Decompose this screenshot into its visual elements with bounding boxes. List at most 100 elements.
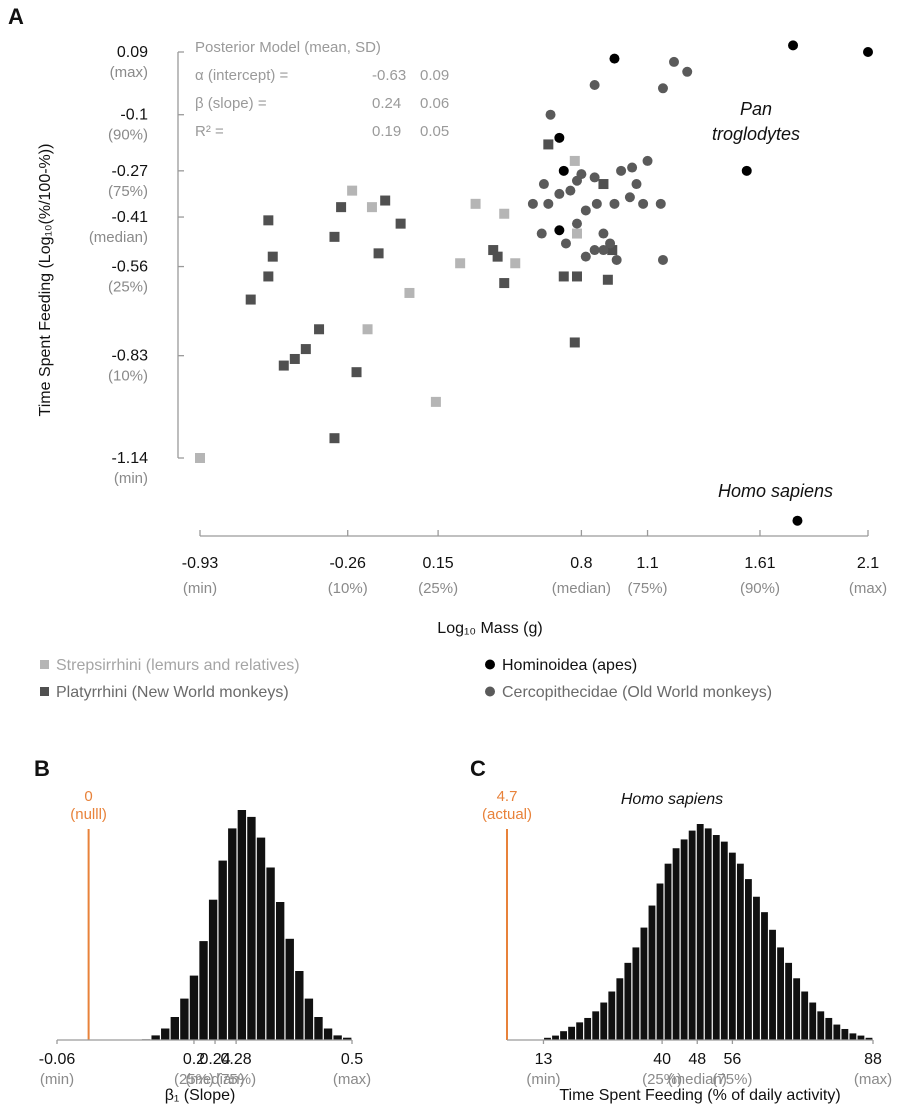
- c-histogram-bar: [704, 828, 712, 1040]
- c-histogram-bar: [736, 863, 744, 1040]
- b-histogram-bar: [256, 837, 266, 1040]
- point-platyrrhini: [351, 367, 362, 378]
- a-x-tick-label: -0.26: [329, 555, 366, 572]
- point-platyrrhini: [263, 215, 274, 226]
- point-cercopithecidae: [611, 254, 622, 265]
- point-platyrrhini: [289, 353, 300, 364]
- b-x-tick-sublabel: (median): [185, 1071, 244, 1088]
- c-histogram-bar: [753, 896, 760, 1040]
- a-y-tick-sublabel: (25%): [108, 279, 148, 296]
- posterior-stats: Posterior Model (mean, SD) α (intercept)…: [195, 39, 449, 140]
- point-cercopithecidae: [543, 198, 554, 209]
- point-cercopithecidae: [565, 185, 576, 196]
- point-cercopithecidae: [571, 218, 582, 229]
- point-cercopithecidae: [642, 155, 653, 166]
- c-x-tick-label: 56: [724, 1051, 742, 1068]
- c-x-tick-label: 88: [864, 1051, 882, 1068]
- point-cercopithecidae: [668, 56, 679, 67]
- point-strepsirrhini: [470, 198, 481, 209]
- point-platyrrhini: [569, 337, 580, 348]
- a-x-tick-label: 0.8: [570, 555, 592, 572]
- point-cercopithecidae: [589, 172, 600, 183]
- a-y-tick-sublabel: (90%): [108, 127, 148, 144]
- b-histogram-bar: [333, 1035, 342, 1040]
- c-histogram-bar: [833, 1024, 841, 1040]
- b-histogram-bar: [208, 899, 218, 1040]
- point-strepsirrhini: [510, 258, 521, 269]
- c-histogram-bar: [817, 1011, 825, 1040]
- point-cercopithecidae: [627, 162, 638, 173]
- b-x-tick-sublabel: (75%): [216, 1071, 256, 1088]
- c-histogram-bar: [560, 1031, 567, 1040]
- point-platyrrhini: [373, 248, 384, 259]
- b-x-tick-label: 0.2: [183, 1051, 205, 1068]
- c-x-tick-label: 40: [653, 1051, 671, 1068]
- point-strepsirrhini: [455, 258, 466, 269]
- c-histogram-bar: [672, 848, 680, 1040]
- legend-marker-strepsirrhini: [40, 660, 49, 669]
- c-x-tick-sublabel: (median): [668, 1071, 727, 1088]
- c-histogram-bar: [624, 962, 632, 1040]
- a-x-tick-sublabel: (25%): [418, 580, 458, 597]
- histogram-feeding-panel: Homo sapiens 4.7(actual) 13 (min) 40 (25%) 4…: [482, 788, 892, 1104]
- point-platyrrhini: [558, 271, 569, 282]
- b-histogram-bar: [237, 810, 247, 1040]
- c-histogram-bar: [720, 841, 728, 1040]
- a-x-tick-label: -0.93: [182, 555, 219, 572]
- b-histogram-bar: [343, 1037, 352, 1040]
- point-platyrrhini: [267, 251, 278, 262]
- b-x-tick-sublabel: (max): [333, 1071, 371, 1088]
- c-x-tick-sublabel: (25%): [642, 1071, 682, 1088]
- b-x-tick-sublabel: (min): [40, 1071, 74, 1088]
- c-histogram-bar: [825, 1017, 833, 1040]
- a-y-tick-label: -0.27: [112, 163, 149, 180]
- c-histogram-bar: [632, 947, 640, 1040]
- y-axis-title: Time Spent Feeding (Log₁₀(%/100-%)): [37, 144, 54, 417]
- a-y-tick-sublabel: (min): [114, 470, 148, 487]
- point-cercopithecidae: [545, 109, 556, 120]
- c-title: Homo sapiens: [621, 791, 723, 808]
- point-cercopithecidae: [580, 205, 591, 216]
- a-x-tick-label: 1.61: [744, 555, 775, 572]
- b-histogram-bar: [228, 828, 237, 1040]
- b-reference-label: 0: [84, 788, 92, 805]
- point-hominoidea: [788, 40, 799, 51]
- point-cercopithecidae: [591, 198, 602, 209]
- point-cercopithecidae: [657, 83, 668, 94]
- a-y-tick-sublabel: (max): [110, 64, 148, 81]
- point-hominoidea: [609, 53, 620, 64]
- c-histogram-bar: [584, 1017, 592, 1040]
- point-platyrrhini: [488, 245, 499, 256]
- legend-marker-cercopithecidae: [485, 686, 495, 697]
- c-histogram-bar: [841, 1028, 849, 1040]
- stats-mean-slope: 0.24: [372, 95, 401, 112]
- b-histogram-bar: [285, 938, 294, 1040]
- legend-label-strepsirrhini: Strepsirrhini (lemurs and relatives): [56, 657, 300, 674]
- c-reference-sublabel: (actual): [482, 806, 532, 823]
- point-platyrrhini: [543, 139, 554, 150]
- b-x-tick-label: 0.24: [199, 1051, 230, 1068]
- b-histogram-bar: [247, 816, 256, 1040]
- c-histogram-bar: [688, 830, 696, 1040]
- histogram-slope-panel: 0(nulll) -0.06 (min) 0.2 (25%) 0.24 (median) 0…: [39, 788, 371, 1104]
- legend-label-platyrrhini: Platyrrhini (New World monkeys): [56, 684, 289, 701]
- b-histogram-bar: [295, 971, 304, 1040]
- c-x-tick-label: 13: [535, 1051, 553, 1068]
- c-histogram-bar: [656, 883, 664, 1040]
- c-histogram-bar: [857, 1035, 865, 1040]
- c-histogram-bar: [608, 991, 616, 1040]
- point-hominoidea: [558, 165, 569, 176]
- point-platyrrhini: [380, 195, 391, 206]
- point-strepsirrhini: [362, 324, 373, 335]
- c-histogram-bar: [849, 1033, 857, 1040]
- annotation-troglodytes: troglodytes: [712, 124, 800, 144]
- point-strepsirrhini: [366, 202, 377, 213]
- c-histogram-bar: [809, 1002, 817, 1040]
- point-strepsirrhini: [430, 396, 441, 407]
- c-histogram-bar: [785, 962, 793, 1040]
- stats-mean-r2: 0.19: [372, 123, 401, 140]
- point-platyrrhini: [395, 218, 406, 229]
- c-x-tick-label: 48: [688, 1051, 706, 1068]
- b-histogram-bar: [199, 941, 208, 1040]
